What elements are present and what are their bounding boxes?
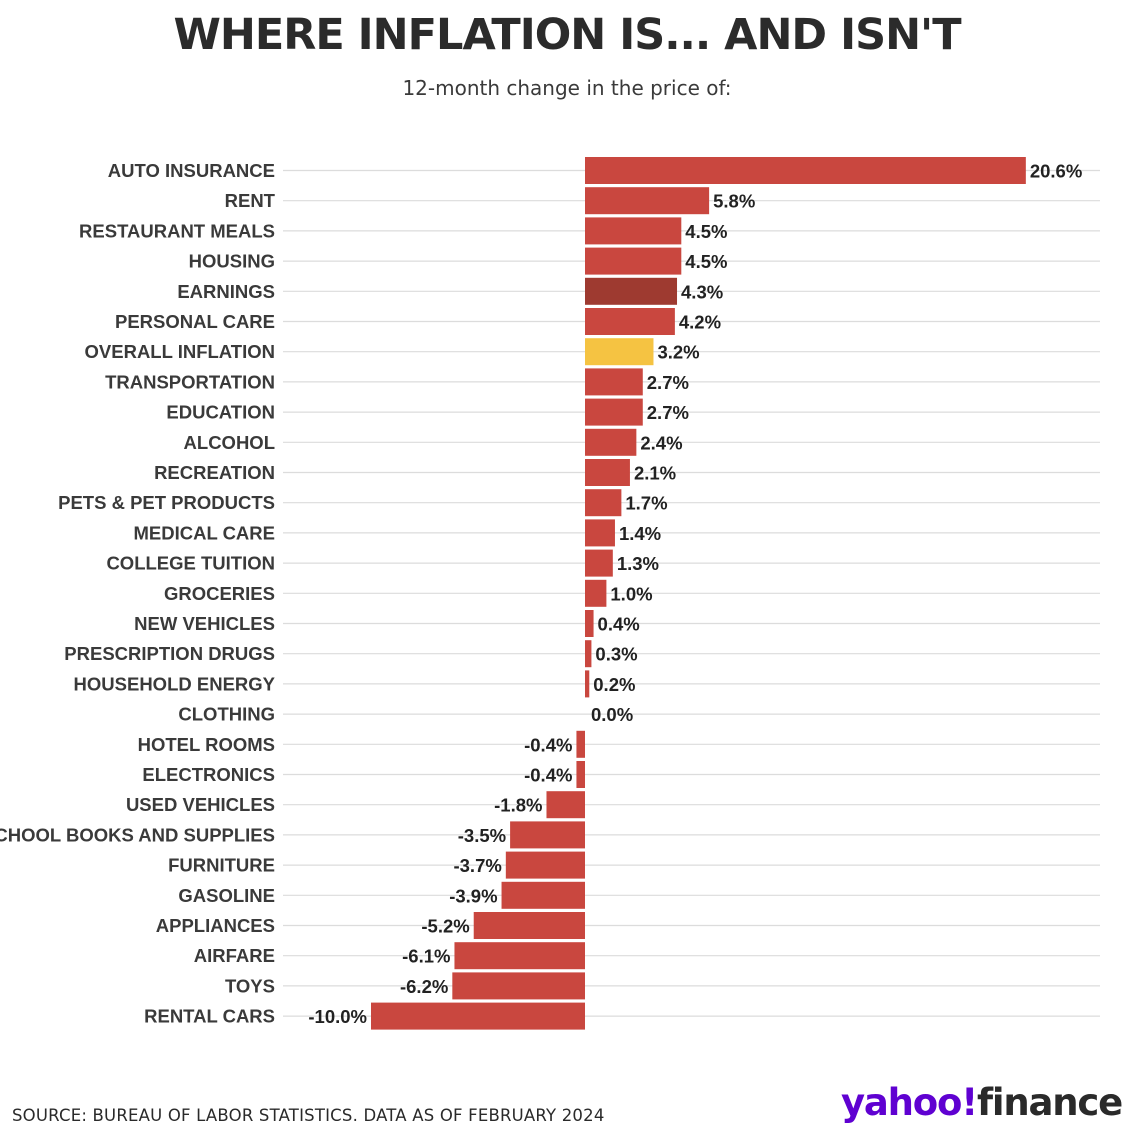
bar-gasoline (501, 881, 585, 909)
value-label-recreation: 2.1% (634, 463, 676, 484)
bar-recreation (585, 459, 630, 486)
bar-alcohol (585, 428, 637, 456)
value-label-personal-care: 4.2% (679, 312, 721, 333)
bar-prescription-drugs (585, 640, 592, 668)
value-label-transportation: 2.7% (647, 372, 689, 393)
category-label-rent: RENT (225, 190, 276, 211)
category-label-furniture: FURNITURE (168, 855, 275, 876)
value-label-housing: 4.5% (685, 251, 727, 272)
value-label-rent: 5.8% (713, 191, 755, 212)
bar-education (585, 398, 643, 426)
category-label-pets-and-pet-products: PETS & PET PRODUCTS (58, 492, 275, 513)
bar-furniture (505, 851, 585, 879)
category-label-toys: TOYS (225, 975, 275, 996)
category-label-education: EDUCATION (166, 402, 275, 423)
bar-used-vehicles (546, 791, 585, 819)
bar-airfare (454, 942, 585, 970)
bar-pets-and-pet-products (585, 489, 622, 517)
category-label-personal-care: PERSONAL CARE (115, 311, 275, 332)
value-label-restaurant-meals: 4.5% (685, 221, 727, 242)
value-label-airfare: -6.1% (402, 946, 450, 967)
bar-electronics (576, 761, 585, 788)
category-label-earnings: EARNINGS (177, 281, 275, 302)
value-label-school-books-and-supplies: -3.5% (458, 825, 506, 846)
bar-transportation (585, 368, 643, 396)
value-label-used-vehicles: -1.8% (494, 795, 542, 816)
bar-medical-care (585, 519, 615, 547)
category-label-electronics: ELECTRONICS (142, 764, 275, 785)
category-label-new-vehicles: NEW VEHICLES (134, 613, 275, 634)
category-label-overall-inflation: OVERALL INFLATION (85, 341, 275, 362)
bar-personal-care (585, 308, 675, 335)
category-label-hotel-rooms: HOTEL ROOMS (138, 734, 275, 755)
logo-yahoo: yahoo! (840, 1081, 978, 1124)
bar-rental-cars (371, 1002, 585, 1030)
category-label-rental-cars: RENTAL CARS (144, 1006, 275, 1027)
category-label-gasoline: GASOLINE (178, 885, 275, 906)
value-label-hotel-rooms: -0.4% (524, 734, 572, 755)
category-label-transportation: TRANSPORTATION (105, 371, 275, 392)
bar-hotel-rooms (576, 730, 585, 758)
value-label-alcohol: 2.4% (640, 432, 682, 453)
category-label-used-vehicles: USED VEHICLES (126, 794, 275, 815)
bar-groceries (585, 579, 607, 607)
logo-finance: finance (976, 1081, 1123, 1124)
value-label-household-energy: 0.2% (593, 674, 635, 695)
category-label-groceries: GROCERIES (164, 583, 275, 604)
value-label-pets-and-pet-products: 1.7% (625, 493, 667, 514)
value-label-prescription-drugs: 0.3% (595, 644, 637, 665)
bar-restaurant-meals (585, 217, 682, 245)
value-label-auto-insurance: 20.6% (1030, 161, 1082, 182)
value-label-clothing: 0.0% (591, 704, 633, 725)
category-label-school-books-and-supplies: SCHOOL BOOKS AND SUPPLIES (0, 824, 275, 845)
value-label-groceries: 1.0% (610, 583, 652, 604)
value-label-electronics: -0.4% (524, 765, 572, 786)
chart-subtitle: 12-month change in the price of: (402, 76, 732, 100)
value-label-gasoline: -3.9% (449, 885, 497, 906)
category-label-clothing: CLOTHING (178, 704, 275, 725)
category-label-prescription-drugs: PRESCRIPTION DRUGS (64, 643, 275, 664)
bar-new-vehicles (585, 610, 594, 637)
value-label-new-vehicles: 0.4% (598, 614, 640, 635)
value-label-earnings: 4.3% (681, 281, 723, 302)
bar-appliances (473, 912, 585, 939)
bar-rent (585, 187, 710, 215)
bar-earnings (585, 277, 678, 305)
bar-housing (585, 247, 682, 275)
value-label-toys: -6.2% (400, 976, 448, 997)
category-label-alcohol: ALCOHOL (184, 432, 275, 453)
value-label-overall-inflation: 3.2% (657, 342, 699, 363)
value-label-furniture: -3.7% (453, 855, 501, 876)
value-label-medical-care: 1.4% (619, 523, 661, 544)
yahoo-finance-logo: yahoo!finance (840, 1081, 1123, 1124)
source-note: SOURCE: BUREAU OF LABOR STATISTICS. DATA… (12, 1106, 605, 1125)
value-label-appliances: -5.2% (421, 916, 469, 937)
bar-toys (452, 972, 585, 1000)
value-label-education: 2.7% (647, 402, 689, 423)
chart-title: WHERE INFLATION IS... AND ISN'T (173, 10, 961, 60)
bar-chart: AUTO INSURANCE 20.6% RENT 5.8% RESTAURANT ME… (0, 157, 1100, 1030)
category-label-auto-insurance: AUTO INSURANCE (108, 160, 275, 181)
category-label-household-energy: HOUSEHOLD ENERGY (74, 673, 276, 694)
bar-college-tuition (585, 549, 613, 577)
bar-household-energy (585, 670, 590, 698)
category-label-medical-care: MEDICAL CARE (134, 522, 276, 543)
value-label-rental-cars: -10.0% (308, 1006, 367, 1027)
category-label-restaurant-meals: RESTAURANT MEALS (79, 220, 275, 241)
category-label-appliances: APPLIANCES (156, 915, 275, 936)
category-label-airfare: AIRFARE (194, 945, 275, 966)
category-label-housing: HOUSING (189, 251, 275, 272)
bar-school-books-and-supplies (510, 821, 585, 849)
category-label-recreation: RECREATION (154, 462, 275, 483)
category-label-college-tuition: COLLEGE TUITION (106, 553, 275, 574)
bar-auto-insurance (585, 157, 1026, 184)
value-label-college-tuition: 1.3% (617, 553, 659, 574)
bar-overall-inflation (585, 338, 654, 366)
